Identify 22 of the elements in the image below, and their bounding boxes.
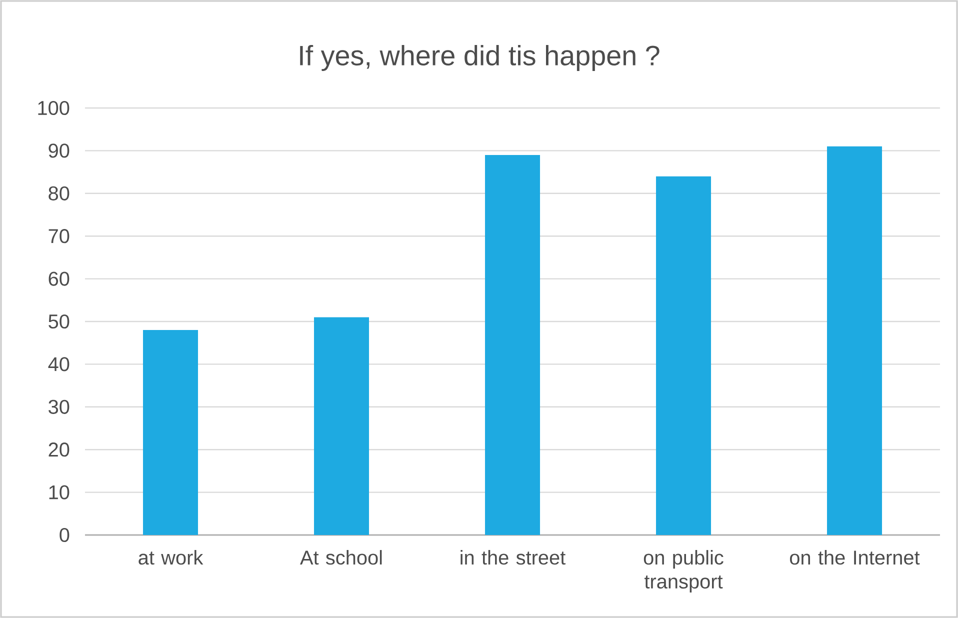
y-tick-label: 40: [48, 357, 70, 372]
x-tick-label: on public transport: [644, 550, 724, 593]
y-tick-label: 20: [48, 442, 70, 457]
bar: [143, 330, 198, 535]
chart-title: If yes, where did tis happen ?: [300, 44, 660, 71]
y-tick-label: 0: [60, 528, 70, 542]
y-tick-label: 70: [48, 229, 70, 244]
y-tick-label: 80: [48, 186, 70, 200]
x-tick-label: at work: [138, 550, 204, 565]
y-tick-label: 50: [48, 314, 70, 329]
y-tick-label: 90: [48, 144, 70, 158]
y-tick-label: 30: [48, 400, 70, 414]
bar: [314, 317, 369, 535]
bar: [485, 154, 540, 535]
y-tick-label: 10: [49, 485, 70, 500]
y-tick-label: 100: [38, 100, 70, 116]
x-tick-label: At school: [300, 550, 382, 565]
x-tick-label: in the street: [460, 550, 566, 565]
x-tick-label: on the Internet: [790, 550, 920, 565]
y-tick-label: 60: [48, 272, 70, 286]
bar: [656, 176, 712, 535]
bar: [827, 146, 882, 535]
